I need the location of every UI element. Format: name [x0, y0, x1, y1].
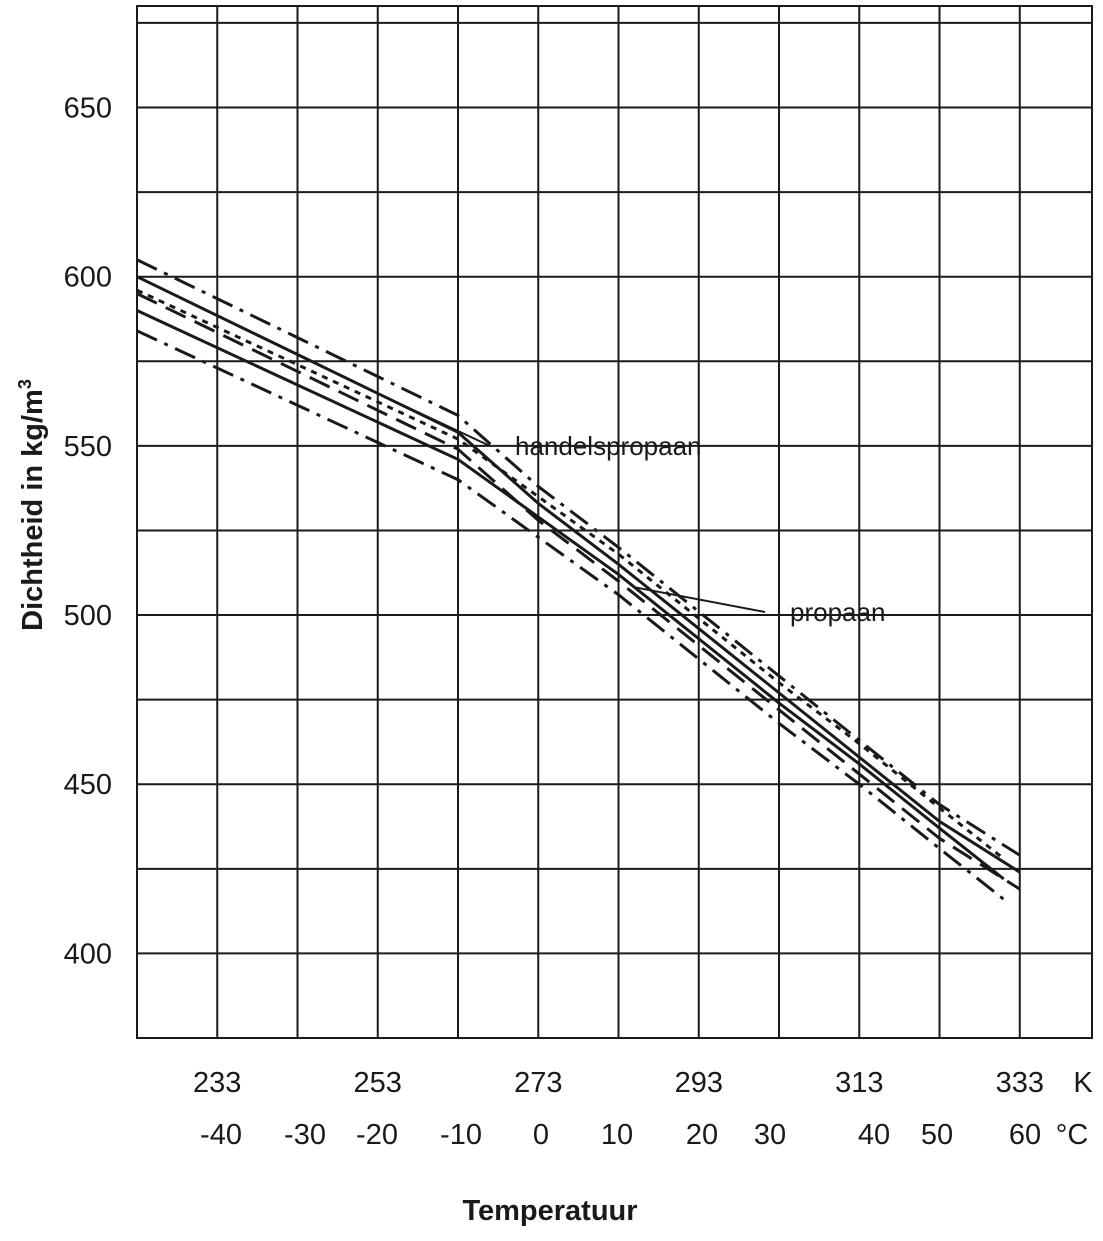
- y-axis-title-superscript: 3: [15, 379, 35, 389]
- x-tick-label-kelvin: 293: [675, 1067, 723, 1099]
- annotation-leader-handelspropaan: [369, 388, 491, 447]
- x-tick-labels-kelvin: 233 253 273 293 313 333: [193, 1067, 1044, 1099]
- x-tick-label-celsius: 30: [754, 1119, 786, 1151]
- x-tick-label-celsius: 60: [1009, 1119, 1041, 1151]
- x-tick-label-celsius: 50: [921, 1119, 953, 1151]
- x-tick-label-kelvin: 313: [835, 1067, 883, 1099]
- series-band-handelspropaan: [136, 292, 1021, 891]
- series-line-propaan: [136, 309, 1005, 881]
- y-axis-title-text: Dichtheid in kg/m: [17, 389, 49, 631]
- annotation-leader-propaan: [634, 586, 766, 613]
- plot-frame: [136, 5, 1093, 1039]
- series-dash-bands: [136, 258, 1021, 901]
- y-tick-label: 500: [64, 600, 112, 632]
- grid-lines: [137, 6, 1092, 1038]
- x-tick-label-kelvin: 253: [354, 1067, 402, 1099]
- x-tick-label-kelvin: 233: [193, 1067, 241, 1099]
- x-tick-label-celsius: 0: [533, 1119, 549, 1151]
- y-tick-labels: 400 450 500 550 600 650: [64, 93, 112, 971]
- series-line-handelspropaan: [136, 275, 1021, 874]
- annotations: handelspropaan propaan: [369, 388, 885, 627]
- x-tick-label-celsius: -20: [356, 1119, 398, 1151]
- series-band-propaan: [136, 288, 1005, 860]
- y-tick-label: 450: [64, 769, 112, 801]
- y-tick-label: 550: [64, 431, 112, 463]
- x-tick-label-celsius: 20: [686, 1119, 718, 1151]
- x-tick-label-kelvin: 273: [514, 1067, 562, 1099]
- x-tick-label-kelvin: 333: [996, 1067, 1044, 1099]
- x-tick-label-celsius: 40: [858, 1119, 890, 1151]
- series-band-handelspropaan: [136, 258, 1021, 857]
- y-axis-title: Dichtheid in kg/m3: [15, 379, 49, 631]
- x-tick-label-celsius: -10: [440, 1119, 482, 1151]
- x-tick-label-celsius: -40: [200, 1119, 242, 1151]
- y-tick-label: 600: [64, 262, 112, 294]
- x-axis-unit-kelvin: K: [1073, 1067, 1093, 1099]
- x-tick-labels-celsius: -40 -30 -20 -10 0 10 20 30 40 50 60: [200, 1119, 1041, 1151]
- x-tick-label-celsius: 10: [601, 1119, 633, 1151]
- annotation-label-handelspropaan: handelspropaan: [515, 431, 702, 461]
- x-axis-title: Temperatuur: [462, 1195, 637, 1227]
- series-band-propaan: [136, 329, 1005, 901]
- x-axis-unit-celsius: °C: [1056, 1119, 1089, 1151]
- annotation-label-propaan: propaan: [790, 597, 885, 627]
- y-tick-label: 650: [64, 93, 112, 125]
- x-tick-label-celsius: -30: [284, 1119, 326, 1151]
- series-lines: [136, 275, 1021, 881]
- y-tick-label: 400: [64, 938, 112, 970]
